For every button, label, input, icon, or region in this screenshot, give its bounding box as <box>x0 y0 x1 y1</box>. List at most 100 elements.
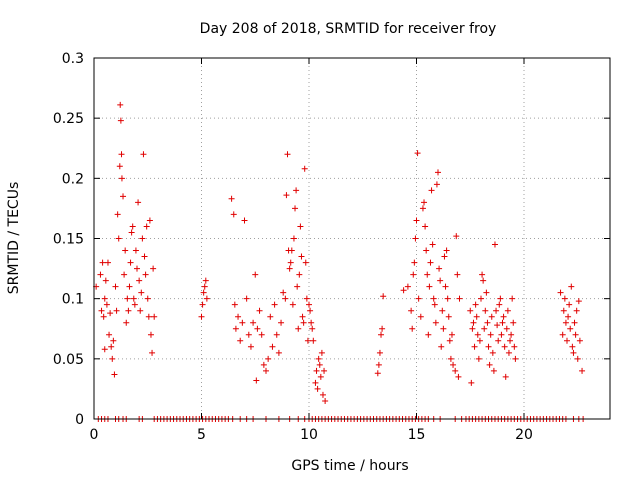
data-point <box>439 307 446 314</box>
data-point <box>256 307 263 314</box>
data-point <box>443 247 450 254</box>
data-point <box>433 181 440 188</box>
data-point <box>482 307 489 314</box>
data-point <box>576 337 583 344</box>
data-point <box>136 277 143 284</box>
data-point <box>203 295 210 302</box>
data-point <box>467 307 474 314</box>
data-point <box>455 373 462 380</box>
data-point <box>490 367 497 374</box>
data-point <box>231 301 238 308</box>
data-point <box>131 301 138 308</box>
data-point <box>316 361 323 368</box>
data-point <box>109 355 116 362</box>
data-point <box>489 349 496 356</box>
data-point <box>310 337 317 344</box>
data-point <box>294 283 301 290</box>
data-point <box>108 343 115 350</box>
data-point <box>275 349 282 356</box>
data-point <box>147 331 154 338</box>
data-point <box>139 235 146 242</box>
data-point <box>245 331 252 338</box>
data-point <box>456 295 463 302</box>
data-point <box>137 307 144 314</box>
x-tick-label: 10 <box>300 427 318 443</box>
data-point <box>116 163 123 170</box>
data-point <box>106 331 113 338</box>
x-tick-label: 5 <box>197 427 206 443</box>
data-point <box>293 187 300 194</box>
data-point <box>417 313 424 320</box>
data-point <box>450 361 457 368</box>
data-point <box>199 301 206 308</box>
data-point <box>496 301 503 308</box>
data-point <box>474 331 481 338</box>
axis-ticks <box>93 57 610 420</box>
data-point <box>241 217 248 224</box>
data-point <box>512 355 519 362</box>
data-point <box>565 313 572 320</box>
data-point <box>428 187 435 194</box>
data-point <box>501 343 508 350</box>
data-point <box>101 346 108 353</box>
data-point <box>510 319 517 326</box>
data-point <box>481 325 488 332</box>
data-point <box>250 319 257 326</box>
data-point <box>430 295 437 302</box>
y-tick-label: 0.25 <box>53 111 84 127</box>
data-point <box>297 223 304 230</box>
data-point <box>322 397 329 404</box>
data-point <box>436 265 443 272</box>
y-tick-label: 0 <box>75 412 84 428</box>
data-point <box>441 253 448 260</box>
data-point <box>505 349 512 356</box>
data-point <box>125 307 132 314</box>
data-point <box>475 355 482 362</box>
y-tick-label: 0.3 <box>62 51 84 67</box>
data-point <box>263 367 269 374</box>
data-point <box>497 295 504 302</box>
data-point <box>432 319 439 326</box>
data-point <box>123 319 130 326</box>
data-point <box>126 283 133 290</box>
data-point <box>483 289 490 296</box>
data-point <box>296 271 303 278</box>
data-point <box>468 379 475 386</box>
y-tick-label: 0.2 <box>62 171 84 187</box>
data-point <box>260 361 267 368</box>
data-point <box>111 371 118 378</box>
data-point <box>267 313 274 320</box>
data-point <box>414 150 421 157</box>
data-point <box>101 295 108 302</box>
data-point <box>423 247 430 254</box>
data-point <box>453 233 460 240</box>
data-point <box>258 331 265 338</box>
data-point <box>564 337 570 344</box>
data-point <box>103 301 110 308</box>
data-point <box>112 283 119 290</box>
data-point <box>307 307 314 314</box>
data-point <box>470 319 477 326</box>
data-point <box>313 367 320 374</box>
data-point <box>127 259 134 266</box>
data-point <box>113 307 120 314</box>
data-point <box>143 223 150 230</box>
data-point <box>292 205 299 212</box>
data-point <box>480 277 487 284</box>
data-point <box>561 295 568 302</box>
data-point <box>507 337 514 344</box>
data-point <box>134 265 140 272</box>
data-point <box>200 289 207 296</box>
data-point <box>118 151 125 158</box>
data-point <box>400 287 407 294</box>
data-point <box>575 298 582 305</box>
data-point <box>569 343 576 350</box>
data-point <box>237 337 244 344</box>
data-point <box>278 319 285 326</box>
data-point <box>253 377 260 384</box>
data-point <box>491 241 498 248</box>
data-point <box>508 331 515 338</box>
data-point <box>572 331 579 338</box>
data-point <box>144 295 151 302</box>
data-point <box>411 259 418 266</box>
